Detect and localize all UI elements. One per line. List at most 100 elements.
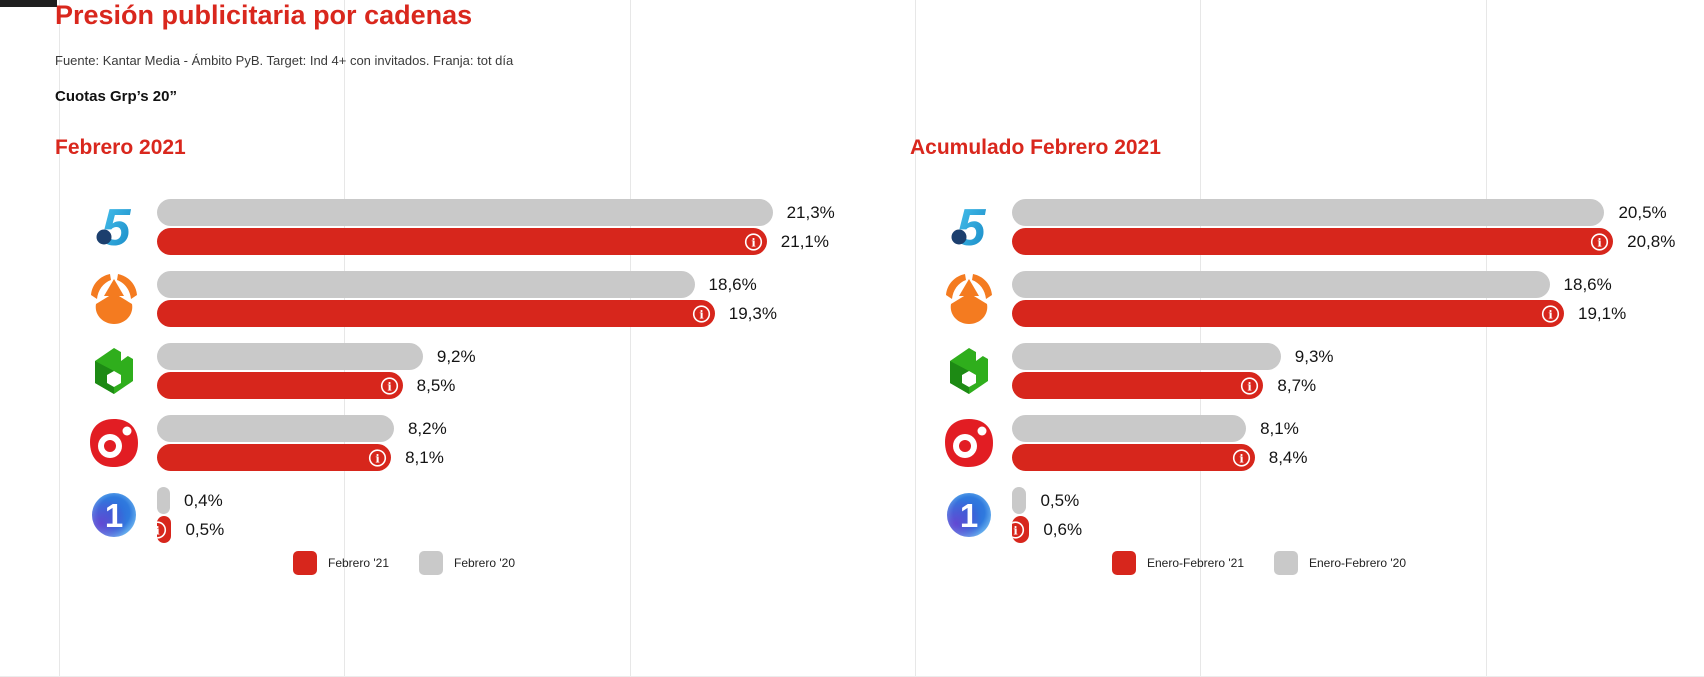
- legend-item: Febrero '21: [293, 551, 389, 575]
- bar-value-label: 8,1%: [1260, 418, 1299, 438]
- channel-row-antena3: 18,6% i 19,1%: [943, 263, 1675, 335]
- info-icon[interactable]: i: [1232, 448, 1251, 467]
- bar-value-label: 0,4%: [184, 490, 223, 510]
- legend-swatch: [1111, 551, 1136, 575]
- bar-value-label: 8,2%: [407, 418, 447, 438]
- bar-value-label: 18,6%: [708, 274, 757, 294]
- bars-area: 5 20,5% i 20,8% 18,6% i 19,1% 9,3% i 8,7% 8…: [943, 188, 1675, 551]
- page-title: Presión publicitaria por cadenas: [55, 0, 473, 30]
- svg-text:1: 1: [105, 497, 123, 534]
- svg-text:i: i: [699, 307, 704, 321]
- grid-column-line: [915, 0, 916, 676]
- bar-previous-period: [1012, 199, 1605, 226]
- bar-value-label: 0,5%: [1040, 490, 1080, 510]
- svg-text:i: i: [375, 451, 380, 465]
- bar-current-period: i: [1012, 516, 1030, 543]
- lasexta-logo: [943, 344, 1012, 398]
- bar-value-label: 0,6%: [1043, 519, 1083, 539]
- bar-current-period: i: [157, 228, 767, 255]
- svg-text:i: i: [1597, 235, 1602, 249]
- info-icon[interactable]: i: [380, 376, 399, 395]
- bar-previous-period: [157, 271, 695, 298]
- svg-text:i: i: [1548, 307, 1553, 321]
- bar-current-period: i: [157, 300, 715, 327]
- bar-value-label: 20,5%: [1618, 202, 1667, 222]
- lasexta-logo: [88, 344, 157, 398]
- legend-item: Febrero '20: [419, 551, 515, 575]
- grid-column-line: [344, 0, 345, 676]
- legend-item: Enero-Febrero '20: [1274, 551, 1406, 575]
- legend-swatch: [293, 551, 317, 575]
- bar-pair: 8,2% i 8,1%: [157, 415, 447, 471]
- bar-value-label: 8,4%: [1268, 447, 1308, 467]
- svg-text:i: i: [1239, 451, 1244, 465]
- bar-pair: 0,5% i 0,6%: [1012, 487, 1082, 543]
- bar-previous-period: [157, 487, 170, 514]
- chart-section-febrero: Febrero 2021 5 21,3% i 21,1% 18,6% i 19,3%…: [55, 136, 850, 575]
- bar-pair: 20,5% i 20,8%: [1012, 199, 1675, 255]
- chart-legend: Enero-Febrero '21 Enero-Febrero '20: [979, 551, 1539, 575]
- info-icon[interactable]: i: [1012, 520, 1025, 539]
- chart-title-acumulado: Acumulado Febrero 2021: [910, 136, 1161, 159]
- bar-value-label: 8,1%: [405, 447, 444, 467]
- info-icon[interactable]: i: [1240, 376, 1259, 395]
- legend-swatch: [419, 551, 443, 575]
- info-icon[interactable]: i: [1590, 232, 1609, 251]
- la1-logo: 1: [88, 488, 157, 542]
- legend-label: Febrero '21: [328, 556, 389, 570]
- info-icon[interactable]: i: [744, 232, 763, 251]
- bar-value-label: 8,7%: [1277, 375, 1317, 395]
- grid-column-line: [59, 0, 60, 676]
- info-icon[interactable]: i: [157, 520, 167, 539]
- antena3-logo: [943, 272, 1012, 326]
- svg-text:5: 5: [957, 199, 987, 255]
- bar-current-period: i: [157, 444, 392, 471]
- svg-text:i: i: [1014, 523, 1019, 537]
- bar-value-label: 0,5%: [185, 519, 225, 539]
- telecinco-logo: 5: [88, 199, 157, 255]
- top-left-dark-bar: [0, 0, 57, 7]
- cuatro-logo: [943, 416, 1012, 470]
- bar-value-label: 18,6%: [1563, 274, 1612, 294]
- bar-previous-period: [157, 343, 423, 370]
- info-icon[interactable]: i: [368, 448, 387, 467]
- bar-previous-period: [1012, 415, 1247, 442]
- bar-current-period: i: [157, 516, 172, 543]
- bar-pair: 0,4% i 0,5%: [157, 487, 224, 543]
- bar-current-period: i: [1012, 444, 1255, 471]
- info-icon[interactable]: i: [692, 304, 711, 323]
- channel-row-lasexta: 9,3% i 8,7%: [943, 335, 1675, 407]
- channel-row-antena3: 18,6% i 19,3%: [88, 263, 835, 335]
- channel-row-telecinco: 5 20,5% i 20,8%: [943, 191, 1675, 263]
- bar-value-label: 9,3%: [1294, 346, 1334, 366]
- legend-swatch: [1274, 551, 1298, 575]
- legend-label: Enero-Febrero '21: [1146, 556, 1244, 570]
- chart-title-febrero: Febrero 2021: [55, 136, 186, 159]
- channel-row-cuatro: 8,1% i 8,4%: [943, 407, 1675, 479]
- cuatro-logo: [88, 416, 157, 470]
- bar-current-period: i: [1012, 228, 1614, 255]
- info-icon[interactable]: i: [1541, 304, 1560, 323]
- legend-label: Enero-Febrero '20: [1309, 556, 1407, 570]
- la1-logo: 1: [943, 488, 1012, 542]
- bar-previous-period: [157, 199, 773, 226]
- bars-area: 5 21,3% i 21,1% 18,6% i 19,3% 9,2% i 8,5% 8…: [88, 188, 835, 551]
- bar-pair: 8,1% i 8,4%: [1012, 415, 1308, 471]
- bar-previous-period: [1012, 487, 1027, 514]
- bar-pair: 18,6% i 19,3%: [157, 271, 777, 327]
- svg-text:i: i: [1248, 379, 1253, 393]
- bar-current-period: i: [157, 372, 403, 399]
- grid-column-line: [1486, 0, 1487, 676]
- chart-legend: Febrero '21 Febrero '20: [124, 551, 684, 575]
- bar-pair: 18,6% i 19,1%: [1012, 271, 1626, 327]
- channel-row-la1: 1 0,5% i 0,6%: [943, 479, 1675, 551]
- grid-column-line: [1200, 0, 1201, 676]
- bar-value-label: 21,3%: [786, 202, 835, 222]
- channel-row-la1: 1 0,4% i 0,5%: [88, 479, 835, 551]
- bar-pair: 9,3% i 8,7%: [1012, 343, 1334, 399]
- bar-value-label: 19,3%: [728, 303, 777, 323]
- legend-label: Febrero '20: [454, 556, 515, 570]
- svg-text:i: i: [157, 523, 161, 537]
- antena3-logo: [88, 272, 157, 326]
